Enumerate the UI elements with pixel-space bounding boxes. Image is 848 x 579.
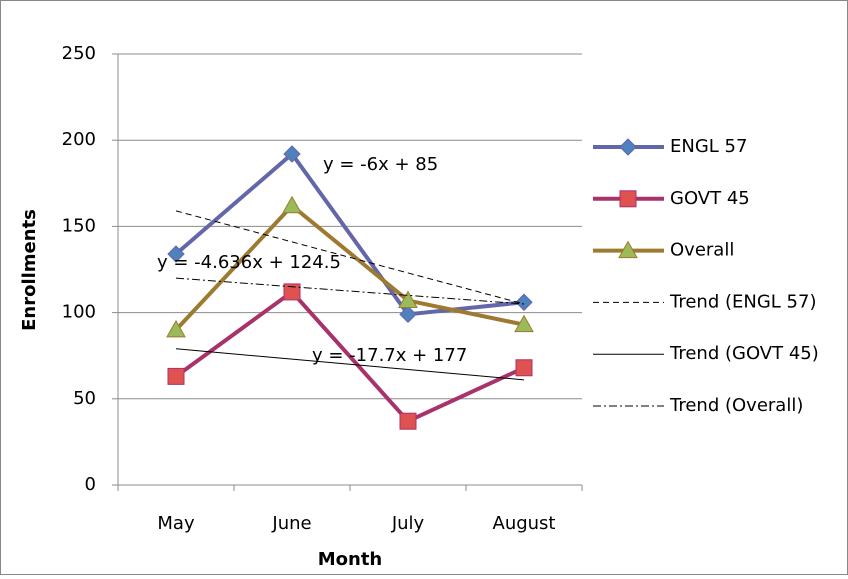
trend-equation: y = -6x + 85 xyxy=(323,154,438,175)
x-tick-label: August xyxy=(493,513,556,534)
x-tick-label: June xyxy=(271,513,311,534)
series-line xyxy=(174,151,525,317)
trend-line xyxy=(175,210,525,305)
point xyxy=(399,305,417,324)
y-axis-title: Enrollments xyxy=(19,209,40,331)
legend-marker xyxy=(619,138,637,156)
point xyxy=(398,290,418,309)
point xyxy=(515,293,533,311)
series-line xyxy=(174,202,525,332)
legend-label: Trend (GOVT 45) xyxy=(669,343,819,364)
legend-marker xyxy=(618,240,638,259)
point xyxy=(282,195,302,214)
point xyxy=(167,245,185,263)
x-axis-title: Month xyxy=(318,549,383,570)
legend-marker xyxy=(619,190,637,208)
point xyxy=(515,359,533,377)
x-tick-label: July xyxy=(391,513,425,534)
legend-label: GOVT 45 xyxy=(670,188,750,209)
series-line xyxy=(174,289,525,424)
point xyxy=(283,145,301,163)
legend-label: Overall xyxy=(670,240,734,261)
y-tick-label: 100 xyxy=(62,302,96,323)
point xyxy=(399,412,417,430)
legend-label: ENGL 57 xyxy=(670,136,747,157)
y-tick-label: 0 xyxy=(85,474,96,495)
trend-equation: y = -4.636x + 124.5 xyxy=(157,252,341,273)
y-tick-label: 50 xyxy=(73,388,96,409)
legend-label: Trend (Overall) xyxy=(669,395,803,416)
y-tick-label: 200 xyxy=(62,129,96,150)
point xyxy=(283,283,301,301)
y-tick-label: 250 xyxy=(62,43,96,64)
point xyxy=(514,314,534,333)
trend-line xyxy=(175,277,525,305)
y-tick-label: 150 xyxy=(62,215,96,236)
point xyxy=(166,319,186,338)
x-tick-label: May xyxy=(157,513,195,534)
legend-label: Trend (ENGL 57) xyxy=(669,291,816,312)
trend-equation: y = -17.7x + 177 xyxy=(312,345,467,366)
point xyxy=(167,367,185,385)
trend-line xyxy=(175,348,525,381)
